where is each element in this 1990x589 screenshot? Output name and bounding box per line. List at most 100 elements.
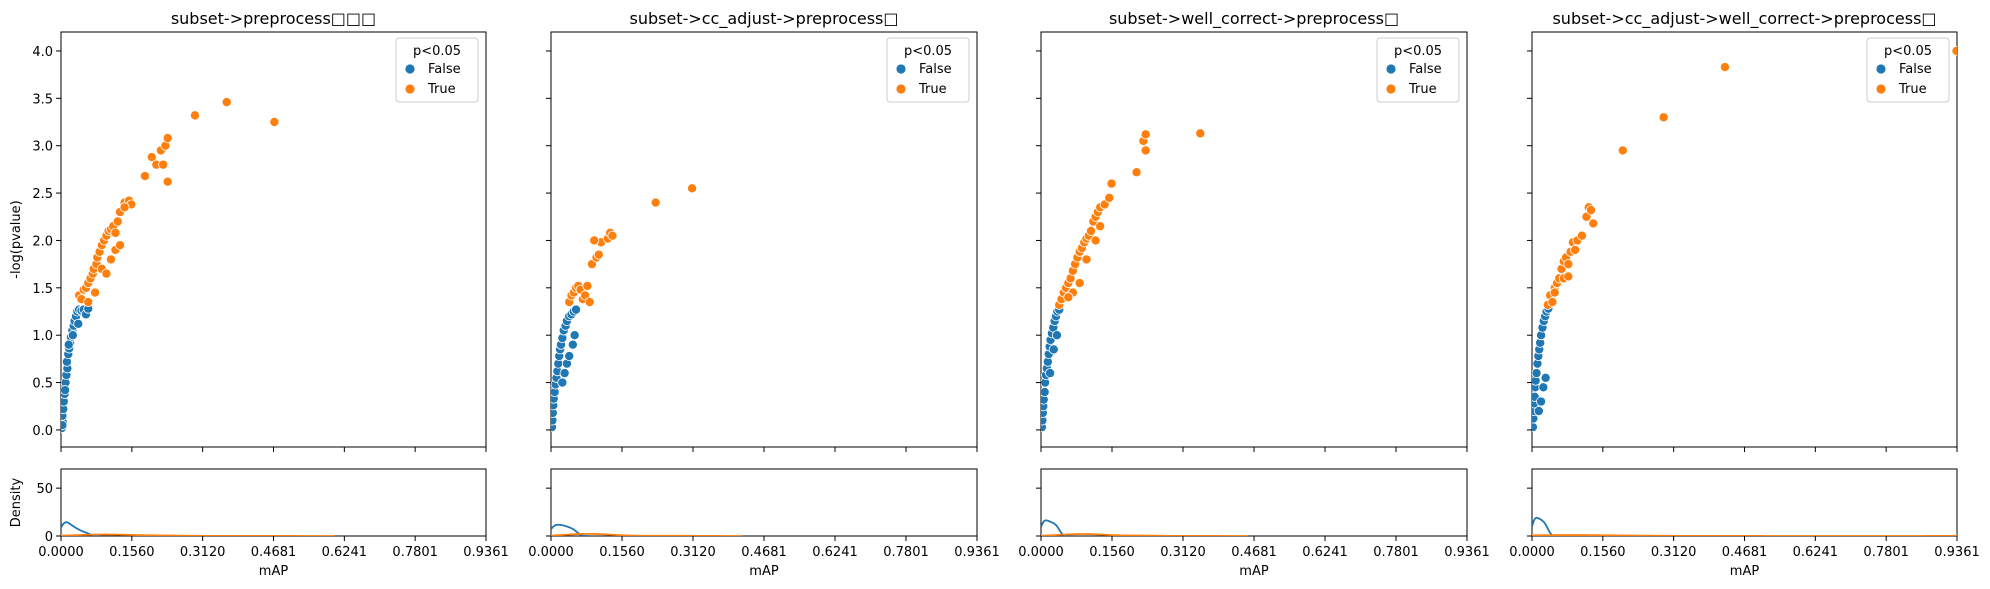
point-true	[584, 297, 595, 308]
point-false	[1540, 372, 1551, 383]
point-true	[1090, 235, 1101, 246]
x-tick-label: 0.7801	[1863, 545, 1909, 560]
point-false	[564, 351, 575, 362]
legend-box	[1376, 37, 1460, 103]
point-true	[1104, 192, 1115, 203]
panel-3: subset->well_correct->preprocess□ p<0.05 F…	[1018, 9, 1490, 579]
legend-marker-true	[1386, 84, 1396, 94]
point-false	[1533, 405, 1544, 416]
point-false	[1532, 368, 1542, 379]
x-tick-label: 0.1560	[109, 545, 155, 560]
x-tick-label: 0.9361	[1444, 545, 1490, 560]
point-false	[567, 339, 578, 350]
panel-title: subset->well_correct->preprocess□	[1109, 9, 1399, 29]
x-axis-label: mAP	[1730, 564, 1760, 579]
x-tick-label: 0.7801	[392, 545, 438, 560]
density-curves	[61, 521, 335, 536]
y-tick-label: 0.0	[32, 424, 53, 439]
y-tick-label: 3.0	[32, 140, 53, 155]
y-tick-label: 1.0	[32, 329, 53, 344]
density-axes-frame	[1040, 468, 1468, 537]
density-axes-frame	[550, 468, 978, 537]
point-true	[162, 133, 173, 144]
y-tick-label: 4.0	[32, 45, 53, 60]
panel-2: subset->cc_adjust->preprocess□ p<0.05 Fals…	[528, 9, 1000, 579]
legend-label-true: True	[1898, 82, 1927, 97]
point-true	[162, 176, 173, 187]
point-true	[189, 110, 200, 121]
point-false	[61, 420, 68, 431]
x-tick-label: 0.1560	[599, 545, 645, 560]
x-tick-label: 0.9361	[954, 545, 1000, 560]
point-true	[1131, 167, 1142, 178]
x-tick-label: 0.9361	[463, 545, 509, 560]
y-tick-label: 2.0	[32, 234, 53, 249]
panel-title: subset->cc_adjust->well_correct->preproc…	[1552, 9, 1936, 29]
point-true	[1106, 178, 1117, 189]
legend-marker-false	[896, 64, 906, 74]
y-axis-label: -log(pvalue)	[9, 200, 24, 278]
point-false	[559, 368, 570, 379]
x-tick-label: 0.4681	[251, 545, 297, 560]
legend-title: p<0.05	[1884, 44, 1932, 59]
point-false	[1051, 330, 1062, 341]
density-y-axis-label: Density	[9, 477, 24, 527]
legend: p<0.05 False True	[1376, 37, 1460, 103]
point-true	[115, 240, 126, 251]
scatter-points	[61, 97, 280, 434]
x-tick-label: 0.7801	[1373, 545, 1419, 560]
point-false	[63, 339, 74, 350]
legend-title: p<0.05	[904, 44, 952, 59]
point-false	[569, 330, 580, 341]
point-true	[105, 254, 116, 265]
point-false	[1536, 396, 1547, 407]
point-true	[146, 152, 157, 163]
density-y-tick-label: 0	[45, 530, 53, 545]
panel-1: subset->preprocess□□□ 0.0 0.5 1.0 1.5 2.0 2.5 3…	[9, 9, 509, 579]
legend-marker-false	[405, 64, 415, 74]
point-true	[1074, 278, 1085, 289]
point-true	[593, 249, 604, 260]
point-true	[101, 268, 112, 279]
point-true	[83, 297, 94, 308]
legend-marker-true	[896, 84, 906, 94]
point-true	[112, 216, 123, 227]
density-line-false	[1532, 516, 1557, 536]
point-true	[1195, 128, 1206, 139]
point-true	[1658, 112, 1669, 123]
point-true	[1081, 254, 1092, 265]
y-tick-label: 0.5	[32, 377, 53, 392]
scatter-points	[551, 183, 698, 433]
x-tick-label: 0.6241	[322, 545, 368, 560]
density-line-false	[1041, 519, 1069, 536]
legend: p<0.05 False True	[886, 37, 970, 103]
legend-label-false: False	[1409, 62, 1442, 77]
x-tick-label: 0.3120	[1651, 545, 1697, 560]
point-false	[61, 385, 71, 396]
point-true	[1063, 292, 1074, 303]
point-true	[158, 159, 169, 170]
point-false	[73, 318, 84, 329]
legend-title: p<0.05	[413, 44, 461, 59]
x-tick-label: 0.1560	[1580, 545, 1626, 560]
x-tick-label: 0.0000	[1018, 545, 1064, 560]
point-true	[1086, 225, 1097, 236]
point-true	[1719, 62, 1730, 73]
scatter-points	[1041, 128, 1206, 433]
x-tick-label: 0.0000	[38, 545, 84, 560]
legend-box	[1866, 37, 1950, 103]
point-true	[1563, 259, 1574, 270]
x-tick-label: 0.4681	[1722, 545, 1768, 560]
y-tick-label: 3.5	[32, 92, 53, 107]
point-true	[1563, 271, 1574, 282]
point-false	[1048, 344, 1059, 355]
point-false	[1045, 368, 1056, 379]
point-true	[1547, 297, 1558, 308]
point-false	[557, 377, 568, 388]
point-true	[269, 117, 280, 128]
point-true	[1617, 145, 1628, 156]
point-true	[1140, 129, 1151, 140]
point-true	[119, 202, 130, 213]
x-tick-label: 0.4681	[741, 545, 787, 560]
